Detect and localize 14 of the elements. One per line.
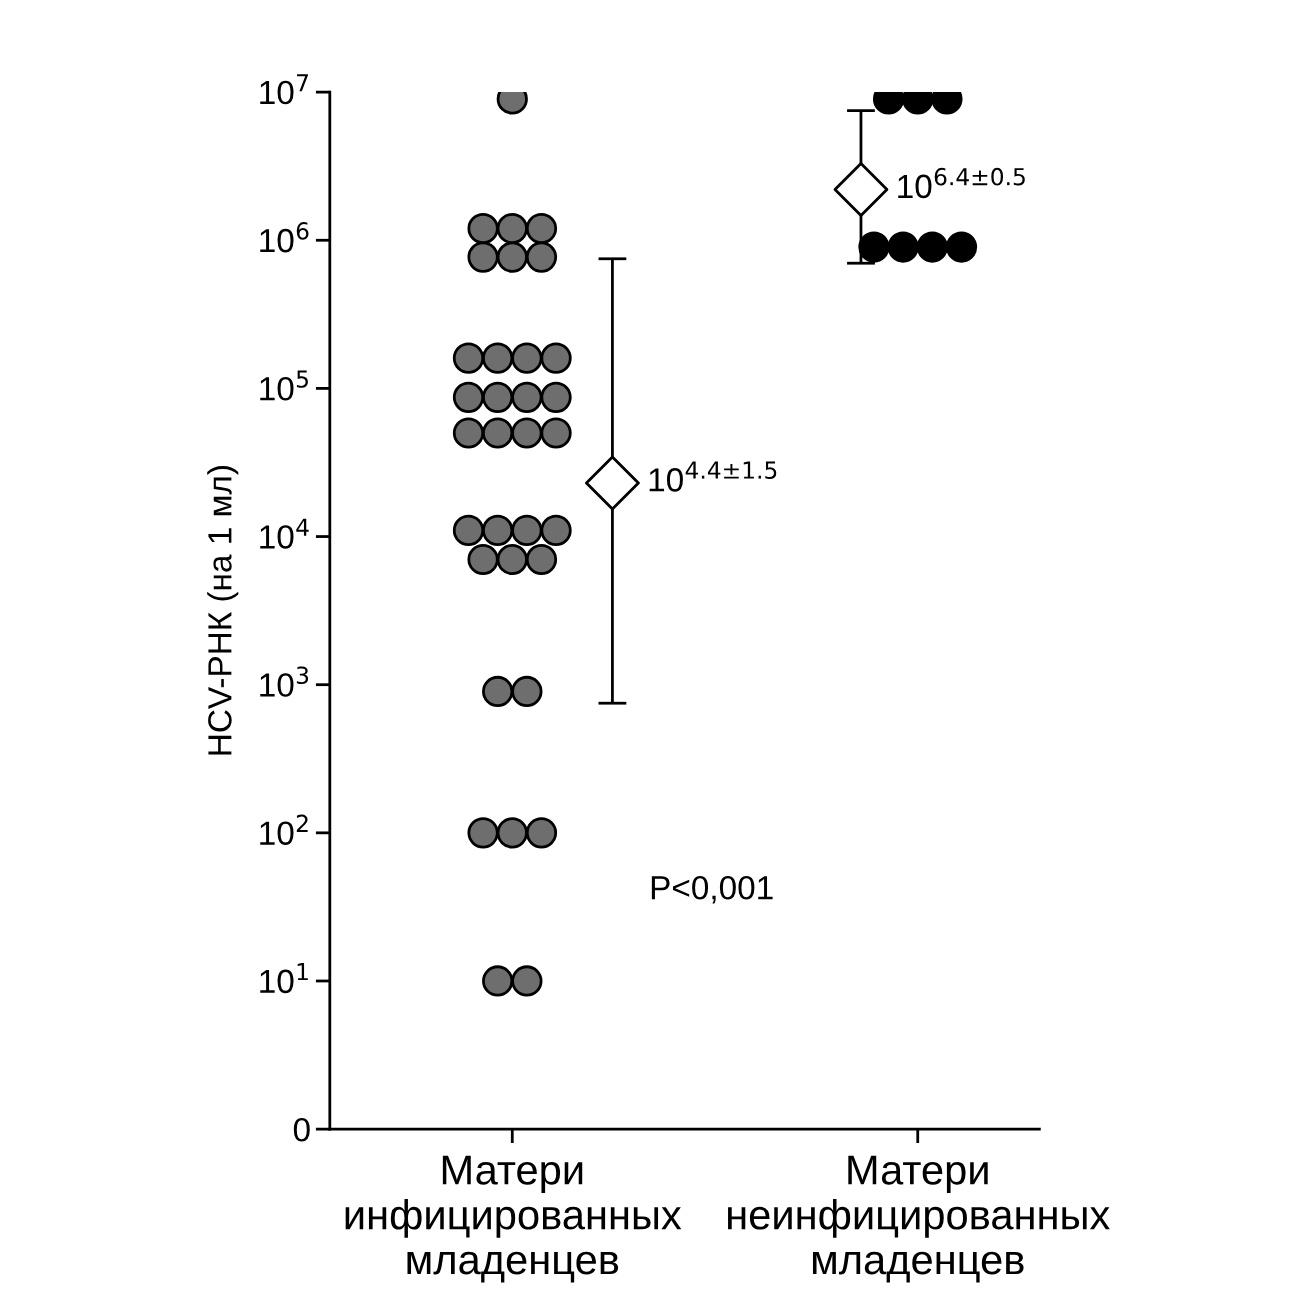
y-tick-label: 10$^{4}$ [260, 518, 309, 549]
annotation: 10$^{4.4±1.5}$ [649, 461, 777, 492]
x-tick-label: Матери инфицированных младенцев [345, 1155, 682, 1283]
annotation: 10$^{6.4±0.5}$ [898, 167, 1025, 199]
y-axis-title: HCV-РНК (на 1 мл) [207, 466, 239, 755]
y-tick-label: 0 [293, 1117, 310, 1142]
y-tick-label: 10$^{1}$ [260, 963, 308, 994]
x-tick-label: Матери неинфицированных младенцев [728, 1155, 1110, 1283]
annotation: P<0,001 [651, 875, 773, 904]
y-tick-label: 10$^{3}$ [260, 666, 309, 697]
y-tick-label: 10$^{6}$ [260, 222, 309, 253]
y-tick-label: 10$^{2}$ [260, 814, 308, 845]
y-tick-label: 10$^{5}$ [260, 370, 308, 401]
y-tick-label: 10$^{7}$ [260, 74, 308, 105]
